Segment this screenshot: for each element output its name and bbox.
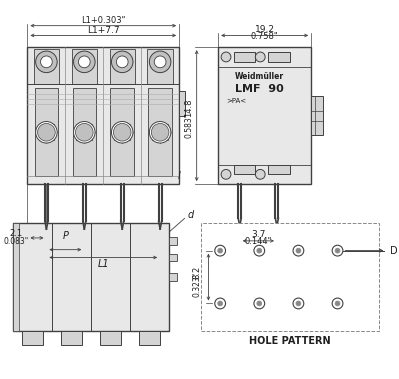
Text: 0.144": 0.144" — [245, 237, 272, 246]
Bar — [13, 223, 169, 331]
Bar — [169, 254, 177, 262]
Bar — [169, 273, 177, 281]
Circle shape — [296, 248, 301, 253]
Circle shape — [113, 124, 131, 141]
Circle shape — [36, 51, 57, 73]
Circle shape — [293, 298, 304, 309]
Bar — [234, 164, 255, 174]
Text: 14.8: 14.8 — [184, 99, 194, 117]
Circle shape — [254, 298, 265, 309]
Bar — [234, 52, 255, 62]
Circle shape — [215, 298, 225, 309]
Bar — [152, 124, 168, 140]
Bar — [218, 47, 311, 184]
Text: 0.083": 0.083" — [3, 237, 28, 246]
Text: 0.758": 0.758" — [251, 32, 279, 41]
Bar — [311, 96, 323, 135]
Text: 0.323": 0.323" — [192, 272, 201, 298]
Circle shape — [151, 124, 169, 141]
Bar — [22, 331, 43, 345]
Text: l: l — [178, 171, 180, 181]
Bar — [201, 223, 379, 331]
Circle shape — [218, 301, 223, 306]
Text: 8.2: 8.2 — [192, 266, 201, 279]
Text: D: D — [390, 246, 398, 255]
Bar — [115, 124, 130, 140]
Text: HOLE PATTERN: HOLE PATTERN — [249, 336, 330, 346]
Circle shape — [75, 124, 93, 141]
Bar — [73, 88, 96, 176]
Circle shape — [79, 56, 90, 68]
Bar — [268, 164, 290, 174]
Bar — [147, 49, 173, 85]
Bar — [35, 88, 58, 176]
Circle shape — [221, 52, 231, 62]
Circle shape — [111, 122, 133, 143]
Text: L1: L1 — [97, 259, 109, 269]
Circle shape — [36, 122, 57, 143]
Circle shape — [257, 248, 262, 253]
Text: 3.7: 3.7 — [251, 230, 265, 240]
Bar — [71, 49, 97, 85]
Bar — [13, 223, 19, 331]
Bar — [77, 124, 92, 140]
Bar — [111, 88, 134, 176]
Bar — [148, 88, 172, 176]
Circle shape — [154, 56, 166, 68]
Circle shape — [149, 51, 171, 73]
Text: P: P — [62, 231, 68, 241]
Circle shape — [215, 245, 225, 256]
Circle shape — [41, 56, 52, 68]
Circle shape — [296, 301, 301, 306]
Circle shape — [335, 301, 340, 306]
Circle shape — [293, 245, 304, 256]
Bar — [34, 49, 59, 85]
Circle shape — [257, 301, 262, 306]
Text: 2.1: 2.1 — [9, 229, 22, 238]
Bar — [169, 237, 177, 245]
Bar — [268, 52, 290, 62]
Bar — [179, 91, 185, 116]
Bar — [139, 331, 160, 345]
Circle shape — [218, 248, 223, 253]
Circle shape — [254, 245, 265, 256]
Text: >PA<: >PA< — [226, 98, 246, 104]
Circle shape — [111, 51, 133, 73]
Text: 19.2: 19.2 — [255, 25, 275, 34]
Circle shape — [335, 248, 340, 253]
Circle shape — [332, 245, 343, 256]
Circle shape — [73, 51, 95, 73]
Circle shape — [255, 52, 265, 62]
Circle shape — [255, 169, 265, 179]
Text: Weidmüller: Weidmüller — [235, 72, 284, 81]
Circle shape — [149, 122, 171, 143]
Text: L1+0.303": L1+0.303" — [81, 16, 125, 25]
Circle shape — [117, 56, 128, 68]
Text: L1+7.7: L1+7.7 — [87, 26, 120, 35]
Text: d: d — [188, 210, 194, 221]
Circle shape — [38, 124, 55, 141]
Bar — [109, 49, 135, 85]
Bar — [100, 331, 121, 345]
Text: 0.583": 0.583" — [184, 113, 194, 138]
Bar — [39, 124, 54, 140]
Circle shape — [221, 169, 231, 179]
Circle shape — [332, 298, 343, 309]
Circle shape — [73, 122, 95, 143]
Bar — [28, 47, 179, 184]
Bar — [61, 331, 82, 345]
Text: LMF  90: LMF 90 — [235, 84, 284, 94]
